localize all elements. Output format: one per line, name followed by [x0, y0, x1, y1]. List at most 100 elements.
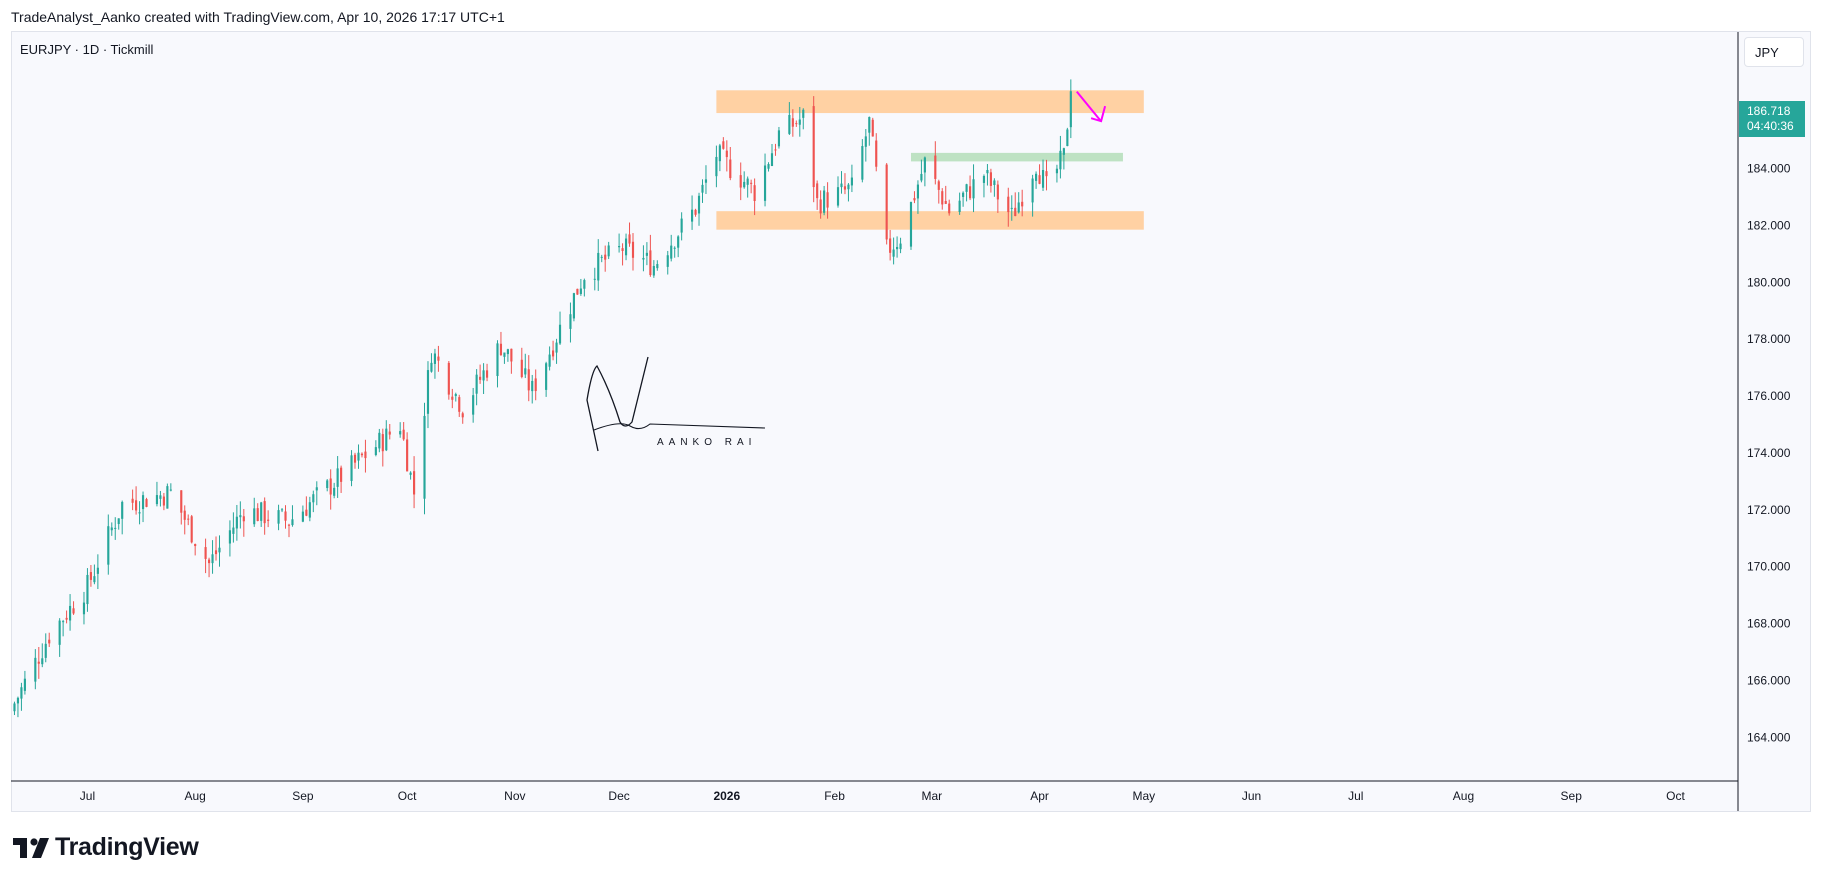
candle [718, 143, 721, 172]
candle-body [816, 183, 819, 199]
candle-body [982, 175, 986, 183]
x-tick-label: Oct [398, 789, 417, 803]
candle-body [520, 359, 523, 378]
candle-body [680, 218, 683, 233]
candle-body [409, 472, 412, 475]
chart-pane[interactable] [11, 31, 1811, 812]
candle [121, 500, 124, 535]
candle-body [82, 602, 86, 615]
candle [524, 353, 527, 379]
candle-body [145, 499, 148, 507]
candle [190, 514, 193, 544]
candle-body [618, 246, 621, 248]
y-tick-label: 184.000 [1747, 162, 1791, 176]
candle-body [802, 109, 805, 118]
candle [135, 486, 138, 515]
candle-body [1031, 178, 1034, 203]
x-tick-label: 2026 [713, 789, 740, 803]
candle [353, 452, 357, 469]
candle [750, 179, 753, 194]
candle-body [534, 378, 537, 392]
candle [864, 129, 867, 162]
candle [180, 490, 183, 525]
candle [228, 520, 231, 557]
candle [551, 340, 555, 361]
y-tick-label: 180.000 [1747, 275, 1791, 289]
candle [65, 610, 68, 624]
candle [406, 432, 409, 472]
candle [263, 497, 266, 535]
candle [166, 483, 169, 509]
candle [871, 117, 874, 137]
candle-body [788, 114, 791, 134]
candle [385, 420, 388, 452]
candle [965, 183, 968, 202]
candle [812, 96, 815, 203]
candle-body [558, 324, 562, 344]
candle [183, 505, 186, 535]
candle [704, 165, 708, 194]
candle-body [1069, 91, 1072, 128]
candle-body [155, 495, 159, 505]
candle [604, 245, 607, 272]
candle [868, 116, 871, 146]
candle-body [770, 153, 774, 167]
candle-body [871, 119, 874, 137]
currency-selector[interactable]: JPY [1744, 37, 1804, 67]
chart-credit: TradeAnalyst_Aanko created with TradingV… [11, 9, 505, 25]
candle [475, 369, 478, 406]
candle-body [381, 434, 384, 452]
tradingview-logo[interactable]: TradingView [13, 833, 199, 862]
candle-body [743, 181, 746, 188]
candle-body [308, 502, 311, 518]
candle-body [948, 203, 951, 214]
candle-body [399, 431, 402, 435]
candle-body [423, 415, 426, 499]
candle-body [697, 195, 701, 214]
candle-body [750, 182, 753, 184]
candle-body [548, 354, 551, 367]
candle [1059, 135, 1062, 179]
candle-body [642, 257, 645, 260]
candle [141, 491, 145, 523]
y-tick-label: 172.000 [1747, 503, 1791, 517]
candle [569, 302, 572, 343]
candle-body [746, 178, 749, 185]
y-tick-label: 168.000 [1747, 617, 1791, 631]
candle-body [690, 209, 694, 222]
candle [423, 402, 426, 515]
candle [82, 591, 86, 625]
candle [461, 411, 464, 424]
candle-body [753, 185, 756, 201]
candle-body [211, 554, 214, 564]
candle-body [458, 397, 461, 412]
x-tick-label: Jun [1242, 789, 1261, 803]
candle-body [823, 190, 826, 213]
symbol-legend[interactable]: EURJPY · 1D · Tickmill [20, 42, 154, 57]
mid-zone [910, 152, 1123, 162]
candle-body [340, 467, 343, 482]
candle [763, 153, 767, 207]
candle-body [899, 243, 902, 250]
candle [472, 387, 475, 423]
candle-body [996, 184, 999, 200]
candle [618, 233, 621, 253]
candle-body [305, 509, 308, 516]
candle [548, 346, 551, 371]
candle-body [819, 199, 822, 214]
candle-body [1014, 207, 1017, 217]
candle [284, 505, 287, 529]
candle-body [485, 370, 489, 378]
candle-body [597, 252, 600, 281]
candle-body [889, 238, 892, 253]
candle [360, 452, 364, 458]
candle [378, 428, 381, 453]
candle-body [287, 524, 291, 526]
candle [746, 176, 749, 198]
candle-body [652, 266, 655, 276]
candle-body [350, 455, 353, 481]
candle-body [260, 502, 263, 521]
x-tick-label: Mar [921, 789, 942, 803]
candle [913, 191, 916, 204]
